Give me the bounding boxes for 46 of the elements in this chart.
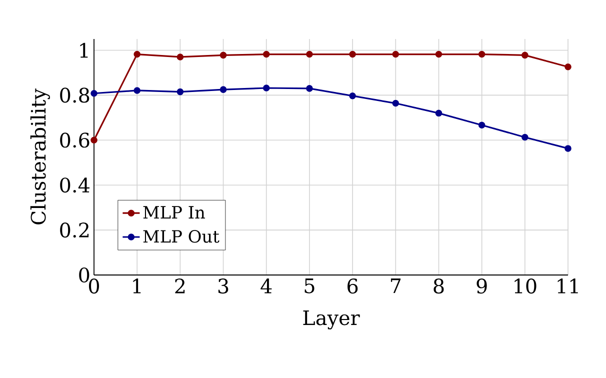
x-tick-label: 10: [514, 278, 536, 294]
x-tick-label: 11: [558, 278, 578, 294]
point: [220, 52, 227, 59]
point: [262, 50, 270, 58]
point: [134, 50, 140, 58]
x-tick-label: 2: [175, 278, 185, 294]
point: [262, 84, 270, 92]
point: [564, 145, 572, 152]
point: [90, 90, 98, 97]
x-tick-label: 7: [390, 278, 401, 294]
x-tick-label: 3: [218, 278, 228, 294]
point: [306, 50, 313, 58]
point: [392, 100, 400, 107]
point: [522, 52, 528, 59]
x-tick-label: 1: [133, 278, 141, 294]
x-tick-label: 5: [304, 278, 314, 294]
y-tick-label: 0.4: [60, 178, 90, 193]
point: [435, 50, 442, 58]
legend-label: MLP In: [143, 206, 205, 219]
point: [306, 85, 313, 92]
point: [220, 86, 227, 93]
point: [435, 110, 442, 117]
point: [134, 87, 140, 94]
point: [522, 134, 528, 141]
point: [349, 92, 356, 100]
y-axis-title: Clusterability: [30, 88, 50, 224]
point: [564, 63, 572, 70]
point: [90, 136, 98, 144]
legend-label: MLP Out: [143, 230, 220, 243]
y-tick-label: 0.8: [60, 88, 90, 103]
y-tick-label: 0.6: [60, 132, 90, 148]
x-tick-label: 6: [348, 278, 358, 294]
point: [478, 50, 486, 58]
point: [176, 88, 184, 96]
y-tick-label: 0: [79, 267, 90, 283]
y-tick-label: 1: [80, 42, 88, 58]
x-tick-label: 9: [476, 278, 487, 294]
y-tick-label: 0.2: [60, 222, 89, 238]
x-tick-label: 0: [88, 278, 100, 294]
x-axis-title: Layer: [303, 310, 360, 330]
point: [392, 50, 400, 58]
point: [176, 54, 184, 60]
point: [349, 50, 356, 58]
x-tick-label: 4: [260, 278, 272, 294]
point: [478, 122, 486, 128]
x-tick-label: 8: [434, 278, 444, 294]
